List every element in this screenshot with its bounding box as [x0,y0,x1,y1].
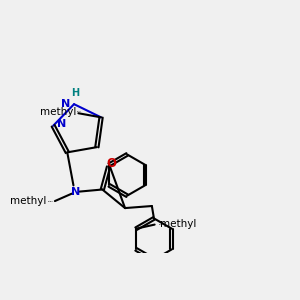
Text: N: N [61,99,71,109]
Text: N: N [50,201,51,202]
Text: N: N [57,119,67,129]
Text: methyl: methyl [40,107,76,117]
Text: methyl: methyl [10,196,46,206]
Text: methyl: methyl [160,219,196,229]
Text: methyl: methyl [77,111,82,112]
Text: O: O [107,157,117,170]
Text: H: H [71,88,79,98]
Text: N: N [71,187,80,196]
Text: methyl: methyl [159,223,164,225]
Text: methyl2: methyl2 [47,201,53,202]
